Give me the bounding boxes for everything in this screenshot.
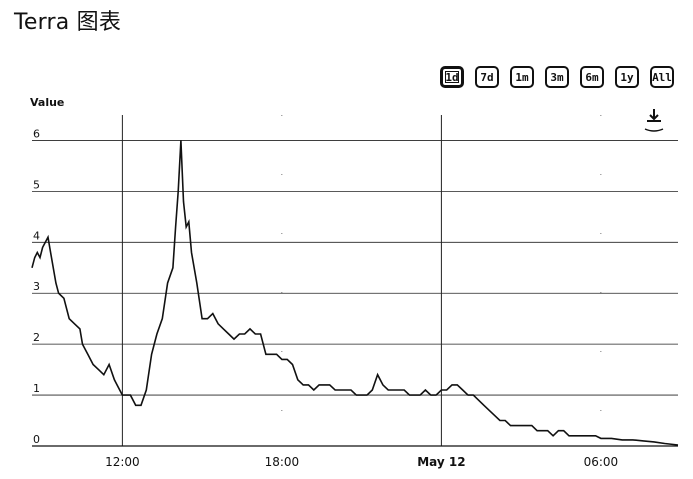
y-tick-label: 3 [33, 280, 40, 293]
x-tick-label: May 12 [417, 455, 465, 469]
y-tick-label: 0 [33, 433, 40, 446]
y-tick-label: 5 [33, 178, 40, 191]
y-tick-label: 6 [33, 127, 40, 140]
range-button-3m[interactable]: 3m [545, 66, 569, 88]
x-tick-label: 06:00 [584, 455, 619, 469]
range-button-1m[interactable]: 1m [510, 66, 534, 88]
range-button-1y[interactable]: 1y [615, 66, 639, 88]
y-axis-label: Value [30, 96, 65, 109]
range-button-6m[interactable]: 6m [580, 66, 604, 88]
y-axis-ticks: 0 1 2 3 4 5 6 [33, 127, 40, 446]
x-tick-label: 12:00 [105, 455, 140, 469]
y-tick-label: 1 [33, 382, 40, 395]
y-tick-label: 4 [33, 229, 40, 242]
series-line [31, 140, 679, 446]
x-tick-label: 18:00 [265, 455, 300, 469]
page-title: Terra 图表 [14, 10, 122, 35]
chart-grid [32, 115, 678, 447]
range-button-7d[interactable]: 7d [475, 66, 499, 88]
x-axis-ticks: 12:00 18:00 May 12 06:00 [105, 455, 618, 469]
range-button-all[interactable]: All [650, 66, 674, 88]
y-tick-label: 2 [33, 331, 40, 344]
download-icon[interactable] [643, 107, 665, 133]
range-button-1d[interactable]: 1d [440, 66, 464, 88]
